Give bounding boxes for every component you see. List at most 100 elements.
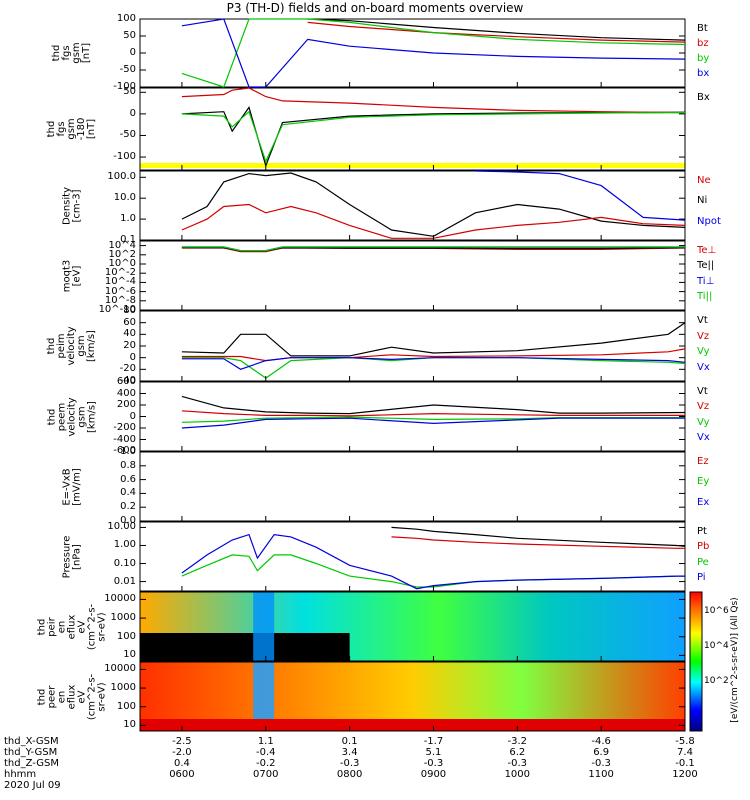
series-pressure-Pi [181,533,685,590]
ylabel-line: [km/s] [86,330,97,362]
footer-value: 0600 [169,769,195,780]
ylabel-line: [nT] [86,118,97,140]
series-peim-velocity-Vy [181,357,686,379]
footer-value: -0.3 [507,758,528,769]
panel-frame-density [139,170,686,241]
ytick-label: -100 [113,151,136,163]
series-peem-velocity-Vx [181,417,685,429]
ytick-label: -40 [119,375,136,386]
footer-value: 3.4 [341,747,358,758]
ytick-label: 1000 [110,612,136,624]
legend-temperature-1: Te|| [697,260,715,272]
ylabel-line: eV [76,620,87,633]
ylabel-line: thd [36,618,47,635]
legend-efield-2: Ex [697,496,710,508]
ylabel-line: thd [46,408,57,425]
legend-temperature-0: Te⊥ [697,245,717,256]
ylabel-line: sr-eV) [96,611,107,642]
series-peim-velocity-Vt [181,322,686,357]
footer-value: -3.2 [507,736,528,747]
ytick-label: 0 [129,410,136,422]
ylabel-line: eflux [66,614,77,639]
ylabel-line: en [56,690,67,703]
legend-peem-velocity-0: Vt [697,386,708,397]
ytick-label: 0.0 [120,515,136,526]
ylabel-line: eV [76,690,87,703]
ytick-label: 1.0 [120,446,136,457]
legend-temperature-2: Ti⊥ [697,275,715,287]
panel-frame-fgs-gsm [139,18,686,88]
panel-frame-peer-spec [139,661,686,732]
ytick-label: 10 [123,719,136,731]
series-pressure-Pb [391,536,685,549]
footer-value: 1100 [588,769,614,780]
ylabel-line: [km/s] [86,400,97,433]
ylabel-line: peir [46,616,57,637]
footer-value: -0.3 [423,758,444,769]
footer-value: 0700 [253,769,279,780]
legend-pressure-2: Pe [697,556,709,568]
legend-peem-velocity-1: Vz [697,401,710,413]
electron-spectrogram-gap [253,662,275,719]
panel-frame-pressure [139,521,686,592]
footer-value: 0.1 [341,736,358,747]
legend-peem-velocity-3: Vx [697,431,710,443]
footer-value: 0.4 [173,758,190,769]
ylabel-line: gsm [76,405,87,428]
footer-value: -0.3 [339,758,360,769]
footer-value: -2.0 [172,747,192,758]
series-density-Ne [181,203,686,239]
ytick-label: 0.1 [120,234,136,245]
series-magnetic-field-(second-panel)-red [181,87,686,114]
ylabel-density: Density [cm-3] [61,171,82,240]
ytick-label: -50 [119,64,136,75]
footer-value: -5.8 [675,736,695,747]
ylabel-line: en [56,620,67,633]
panel-frame-peem-velocity [139,381,686,452]
footer-value: 1.1 [257,736,274,747]
panel-frame-fgs-gse-var [139,87,686,171]
series-peim-velocity-Vz [181,348,686,362]
footer-value: -1.7 [423,736,444,747]
ytick-label: 10^-6 [104,285,136,297]
legend-efield-0: Ez [697,456,709,467]
ytick-label: 0.10 [113,557,136,569]
footer-row-label-3: hhmm [4,769,37,780]
series-magnetic-field-gsm-Bt [307,18,686,41]
legend-density-1: Ni [697,195,708,207]
ytick-label: 1000 [110,682,136,694]
footer-value: 6.2 [509,747,526,758]
ylabel-fgs-gsm: thd fgs gsm [nT] [51,19,92,87]
series-magnetic-field-gsm-bx [181,18,686,88]
ytick-label: 80 [123,305,136,316]
footer-value: 5.1 [425,747,442,758]
ytick-label: 0 [129,351,136,363]
ytick-label: -100 [113,81,136,92]
footer-value: 0800 [336,769,363,780]
footer-row-label-2: thd_Z-GSM [4,758,59,769]
legend-temperature-3: Ti|| [697,290,713,302]
chart-title: P3 (TH-D) fields and on-board moments ov… [226,1,524,15]
ytick-label: 20 [123,340,136,351]
ytick-label: 10^4 [108,239,136,251]
ytick-label: 100 [116,700,136,712]
ytick-label: 10^0 [108,258,136,269]
ylabel-peim-velocity: thd peim velocity gsm [km/s] [46,311,97,381]
ytick-label: 0 [129,47,136,58]
colorbar [689,591,703,732]
ylabel-line: [mV/m] [71,467,82,506]
ytick-label: 1.0 [120,213,136,225]
ytick-label: 10^-8 [104,294,136,306]
ylabel-efield: E=-VxB [mV/m] [61,452,82,521]
series-peem-velocity-Vz [181,410,685,417]
yellow-flag-bar [140,163,685,168]
ylabel-temperature: moqt3 [eV] [61,241,82,310]
ytick-label: 10.00 [107,521,136,533]
series-density-Npot [475,170,686,221]
ylabel-line: [eV] [71,265,82,286]
ytick-label: 0.01 [113,575,136,587]
legend-pressure-0: Pt [697,526,707,537]
ylabel-line: Density [61,186,72,225]
series-pressure-Pe [181,554,685,588]
